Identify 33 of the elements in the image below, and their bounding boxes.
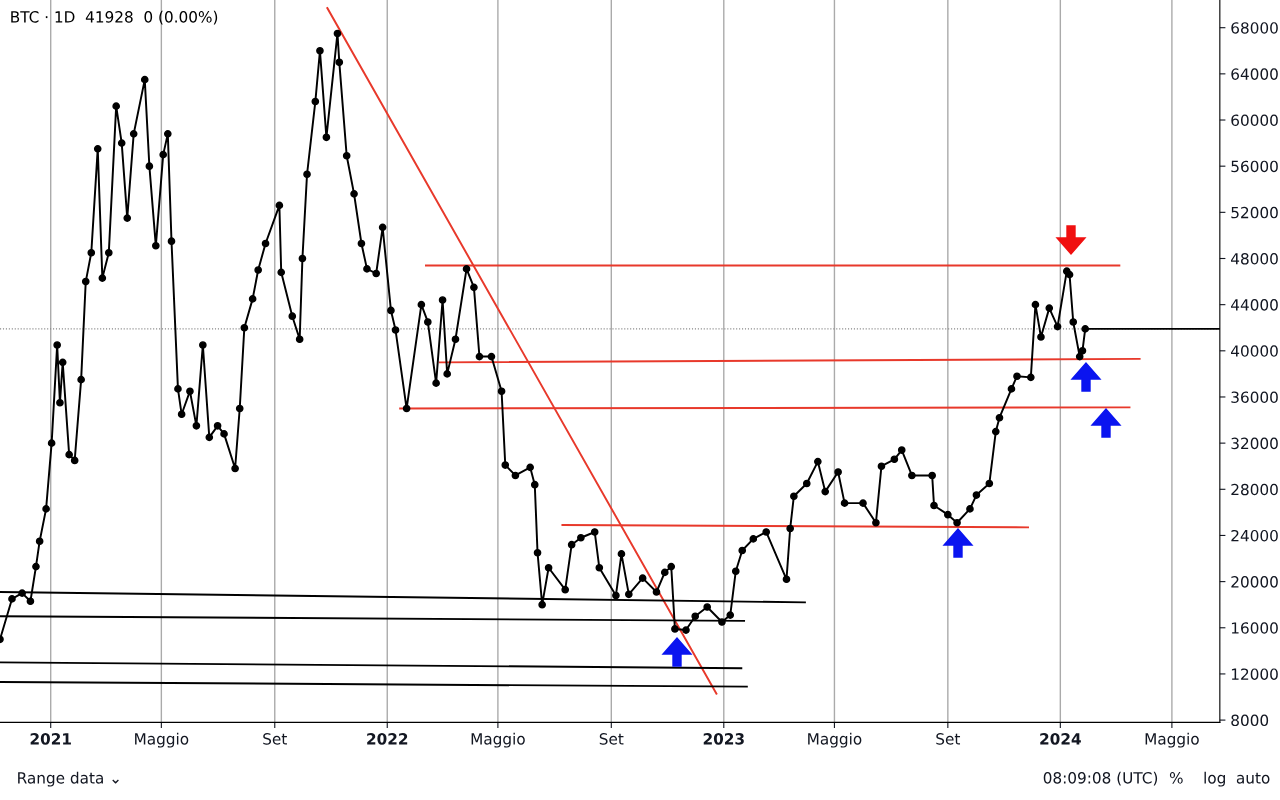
y-tick-label: 12000	[1231, 668, 1278, 680]
text: 08:09:08 (UTC)	[1043, 771, 1158, 786]
y-tick-label: 48000	[1231, 252, 1278, 265]
x-tick-label: Maggio	[471, 732, 525, 748]
y-tick-label: 32000	[1231, 437, 1278, 450]
text: log	[1204, 771, 1225, 787]
y-tick-label: 24000	[1231, 529, 1278, 542]
y-tick-label: 68000	[1231, 22, 1278, 34]
y-tick-label: 64000	[1231, 68, 1278, 80]
x-tick-label: Set	[936, 733, 961, 745]
x-tick-label: Maggio	[808, 732, 862, 748]
y-tick-label: 60000	[1231, 114, 1278, 127]
x-tick-label: 2021	[30, 733, 71, 745]
x-tick-label: 2022	[367, 733, 408, 745]
text: Range data ⌄	[18, 771, 119, 787]
text: auto	[1236, 772, 1270, 784]
y-tick-label: 44000	[1231, 299, 1278, 311]
y-tick-label: 52000	[1231, 206, 1278, 219]
y-tick-label: 36000	[1231, 391, 1278, 403]
y-tick-label: 20000	[1231, 576, 1278, 588]
y-tick-label: 56000	[1231, 160, 1278, 173]
x-tick-label: 2024	[1040, 733, 1081, 745]
x-tick-label: Maggio	[135, 732, 189, 748]
y-tick-label: 28000	[1231, 483, 1278, 496]
text: BTC · 1D 41928 0 (0.00%)	[11, 10, 218, 25]
y-tick-label: 16000	[1231, 622, 1278, 634]
text: %	[1169, 772, 1183, 784]
x-tick-label: Set	[599, 733, 624, 745]
x-tick-label: Set	[263, 733, 287, 745]
y-tick-label: 40000	[1231, 345, 1278, 357]
y-tick-label: 8000	[1231, 714, 1269, 727]
x-tick-label: 2023	[703, 733, 744, 745]
x-tick-label: Maggio	[1145, 732, 1199, 748]
